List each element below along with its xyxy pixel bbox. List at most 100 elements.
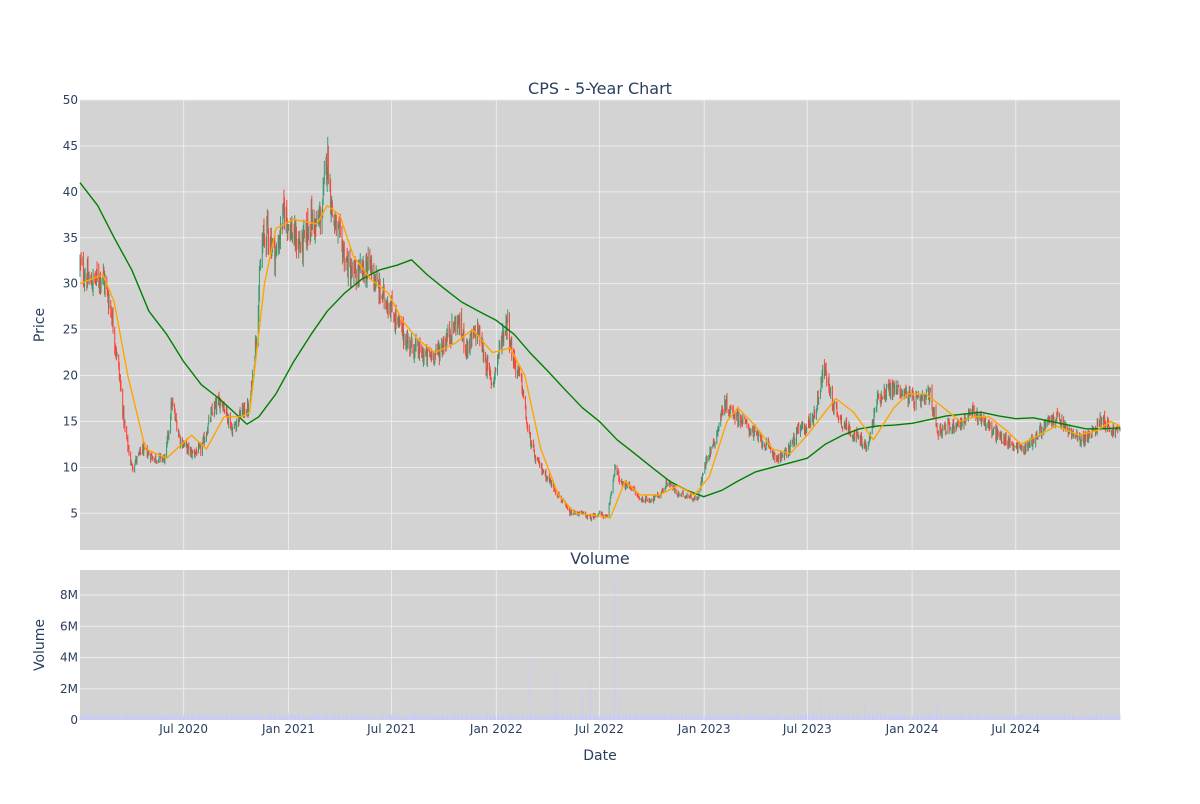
candle-body xyxy=(108,299,109,308)
volume-bar xyxy=(247,715,249,720)
volume-bar xyxy=(560,717,562,720)
volume-bar xyxy=(1001,717,1003,720)
volume-bar xyxy=(1008,715,1010,720)
volume-bar xyxy=(935,713,937,720)
volume-bar xyxy=(231,713,233,720)
candle-body xyxy=(391,300,392,307)
volume-bar xyxy=(976,713,977,720)
volume-bar xyxy=(1021,714,1023,720)
volume-bar xyxy=(1001,716,1002,720)
volume-bar xyxy=(981,715,983,720)
candle-body xyxy=(918,395,919,398)
volume-bar xyxy=(1111,714,1112,720)
volume-bar xyxy=(187,714,189,720)
volume-bar xyxy=(749,714,751,720)
candle-body xyxy=(530,446,532,447)
volume-bar xyxy=(322,717,324,720)
candle-body xyxy=(808,417,810,423)
candle-body xyxy=(612,480,614,492)
candle-body xyxy=(904,388,906,393)
volume-bar xyxy=(1059,715,1060,720)
candle-body xyxy=(1069,428,1071,432)
candle-body xyxy=(239,409,241,418)
volume-bar xyxy=(191,715,193,720)
volume-bar xyxy=(1091,715,1093,720)
volume-bar xyxy=(390,716,392,720)
volume-bar xyxy=(1023,716,1025,720)
volume-bar xyxy=(1013,716,1014,720)
candle-body xyxy=(130,454,131,463)
volume-bar xyxy=(1000,715,1002,720)
candle-body xyxy=(1017,445,1018,452)
volume-bar xyxy=(677,717,678,720)
candle-body xyxy=(269,242,271,247)
volume-bar xyxy=(972,714,974,720)
candle-body xyxy=(1107,418,1109,424)
volume-bar xyxy=(637,713,638,720)
candle-body xyxy=(283,201,285,209)
candle-body xyxy=(268,230,269,244)
volume-bar xyxy=(613,714,615,720)
volume-bar xyxy=(785,716,787,720)
candle-body xyxy=(377,275,379,282)
candle-body xyxy=(134,465,135,470)
volume-bar xyxy=(433,715,435,720)
candle-body xyxy=(287,224,289,229)
candle-body xyxy=(1109,430,1111,433)
volume-bar xyxy=(186,714,187,720)
candle-body xyxy=(897,389,898,392)
volume-bar xyxy=(284,713,285,720)
candle-body xyxy=(99,274,101,284)
volume-bar xyxy=(275,713,276,720)
candle-body xyxy=(865,442,866,446)
candle-body xyxy=(625,482,627,489)
candle-body xyxy=(690,494,691,498)
candle-body xyxy=(1016,444,1017,446)
volume-bar xyxy=(955,716,957,720)
volume-bar xyxy=(373,717,375,720)
volume-y-tick-label: 0 xyxy=(70,713,78,727)
volume-bar xyxy=(798,717,800,720)
candle-body xyxy=(881,395,883,400)
candle-body xyxy=(1061,418,1063,425)
candle-body xyxy=(1048,416,1050,422)
candle-body xyxy=(782,456,784,458)
volume-bar xyxy=(120,716,122,720)
candle-body xyxy=(243,404,245,410)
volume-bar xyxy=(102,715,104,720)
volume-bar xyxy=(538,717,539,720)
volume-bar xyxy=(462,717,464,720)
candle-body xyxy=(646,500,648,502)
candle-body xyxy=(515,363,517,373)
volume-bar xyxy=(868,717,870,720)
candle-body xyxy=(685,495,686,498)
volume-bar xyxy=(686,717,688,720)
candle-body xyxy=(92,287,93,291)
volume-bar xyxy=(1031,715,1033,720)
candle-body xyxy=(678,492,680,496)
candle-body xyxy=(139,449,141,453)
candle-body xyxy=(821,375,823,382)
candle-body xyxy=(538,458,539,460)
volume-bar xyxy=(768,716,770,720)
candle-body xyxy=(885,395,886,397)
candle-body xyxy=(677,495,679,497)
candle-body xyxy=(554,489,556,492)
candle-body xyxy=(789,448,790,453)
volume-bar xyxy=(235,717,237,720)
volume-bar xyxy=(682,715,683,720)
volume-bar xyxy=(784,716,785,720)
volume-bar xyxy=(398,716,399,720)
candle-body xyxy=(453,326,455,331)
volume-bar xyxy=(529,717,530,720)
candle-body xyxy=(760,437,762,440)
candle-body xyxy=(407,335,408,343)
volume-bar xyxy=(473,713,474,720)
candle-body xyxy=(178,431,179,434)
volume-bar xyxy=(474,717,476,720)
volume-bar xyxy=(714,714,715,720)
volume-bar xyxy=(215,714,216,720)
candle-body xyxy=(179,437,181,445)
candle-body xyxy=(1055,419,1056,424)
